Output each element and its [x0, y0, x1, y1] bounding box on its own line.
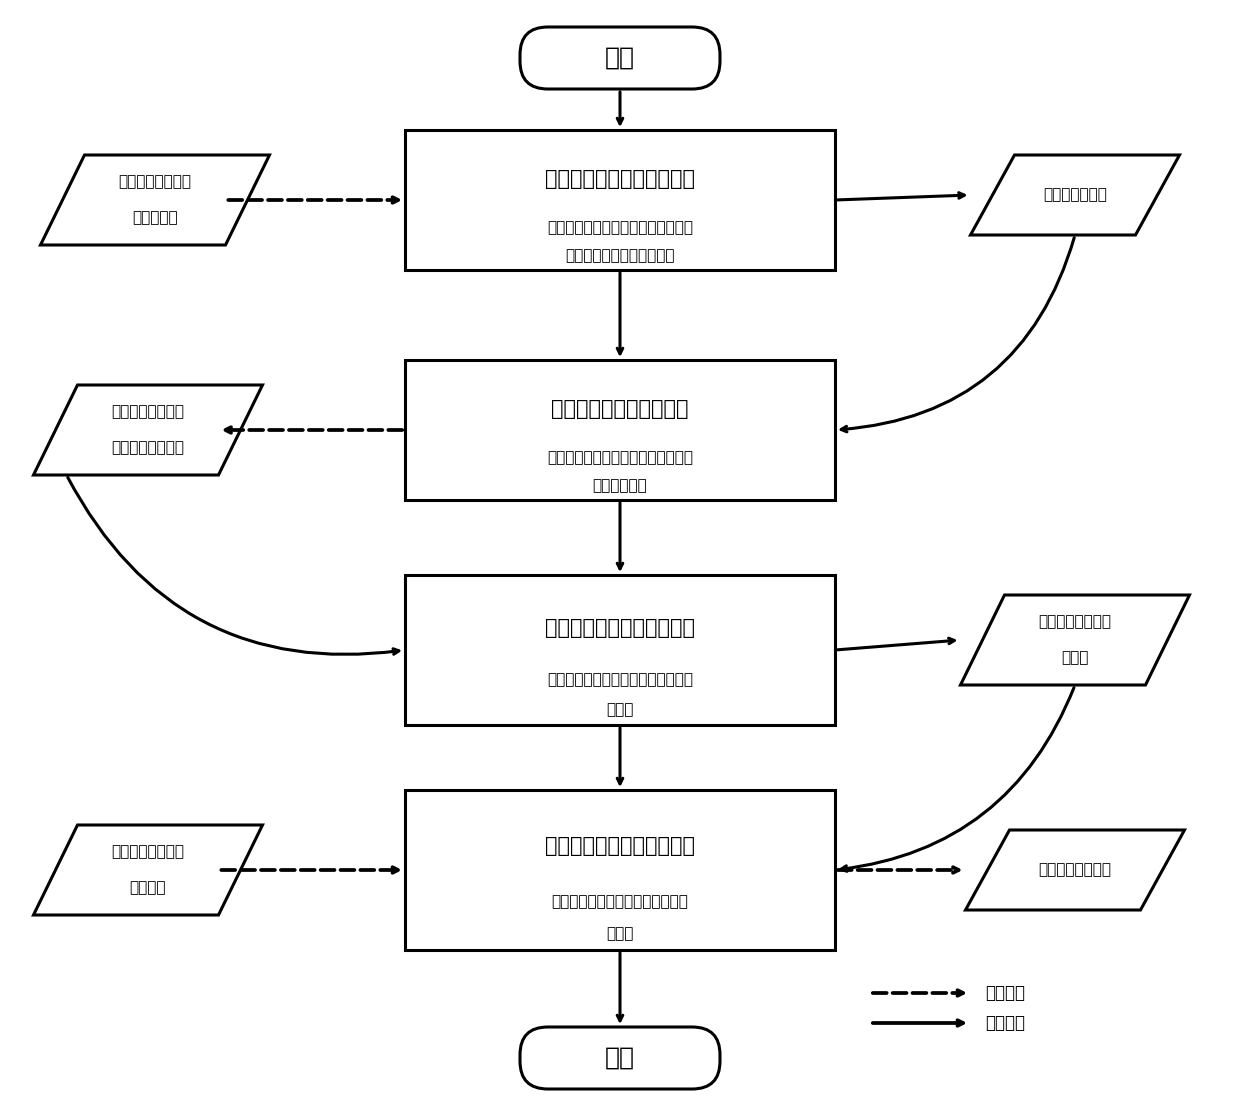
Text: 增强滑坡影像特征的复杂场景针对: 增强滑坡影像特征的复杂场景针对	[552, 894, 688, 910]
Text: 步骤流程: 步骤流程	[985, 1014, 1025, 1032]
Polygon shape	[961, 595, 1189, 685]
Polygon shape	[33, 385, 263, 475]
Text: 以空间尺度与维度为载体映射各层次: 以空间尺度与维度为载体映射各层次	[547, 451, 693, 465]
Text: 滑坡目标渐进增强约束检测: 滑坡目标渐进增强约束检测	[546, 836, 694, 856]
Bar	[405, 130, 835, 271]
FancyBboxPatch shape	[520, 27, 720, 89]
Text: 基于感知深度划分特征层级: 基于感知深度划分特征层级	[546, 169, 694, 189]
Text: 影像样本集: 影像样本集	[133, 210, 177, 226]
Text: 区域化网络渐进自学习构建: 区域化网络渐进自学习构建	[546, 617, 694, 637]
Polygon shape	[966, 830, 1184, 910]
Bar	[405, 790, 835, 950]
Polygon shape	[971, 155, 1179, 235]
Text: 滑坡区域高分辨率: 滑坡区域高分辨率	[119, 174, 191, 189]
Text: 三层感知特征集: 三层感知特征集	[1043, 188, 1107, 202]
Text: 综合多层次特征图约束的目标区域生: 综合多层次特征图约束的目标区域生	[547, 673, 693, 688]
Polygon shape	[33, 825, 263, 915]
Text: 层次特征尺度归一化映射: 层次特征尺度归一化映射	[552, 399, 688, 419]
Text: 结束: 结束	[605, 1046, 635, 1070]
Text: 化的多层次特征图: 化的多层次特征图	[112, 440, 185, 455]
Text: 面向滑坡目标的检: 面向滑坡目标的检	[1039, 615, 1111, 629]
Text: 成网络: 成网络	[606, 702, 634, 718]
Polygon shape	[41, 155, 269, 245]
Text: 数据流程: 数据流程	[985, 984, 1025, 1002]
FancyBboxPatch shape	[520, 1027, 720, 1089]
Text: 依赖影像数据与知识关联提供一种感: 依赖影像数据与知识关联提供一种感	[547, 220, 693, 236]
Bar	[405, 575, 835, 724]
Text: 语义信息高度组织: 语义信息高度组织	[112, 405, 185, 419]
Bar	[405, 360, 835, 500]
Text: 影像数据: 影像数据	[130, 881, 166, 896]
Text: 性检测: 性检测	[606, 927, 634, 941]
Text: 测网络: 测网络	[1061, 651, 1089, 665]
Text: 知级别的特征层次划分规范: 知级别的特征层次划分规范	[565, 248, 675, 264]
Text: 感知特征要素: 感知特征要素	[593, 479, 647, 493]
Text: 开始: 开始	[605, 46, 635, 70]
Text: 滑坡目标影像表现: 滑坡目标影像表现	[1039, 862, 1111, 878]
Text: 待分析的目标高分: 待分析的目标高分	[112, 844, 185, 860]
